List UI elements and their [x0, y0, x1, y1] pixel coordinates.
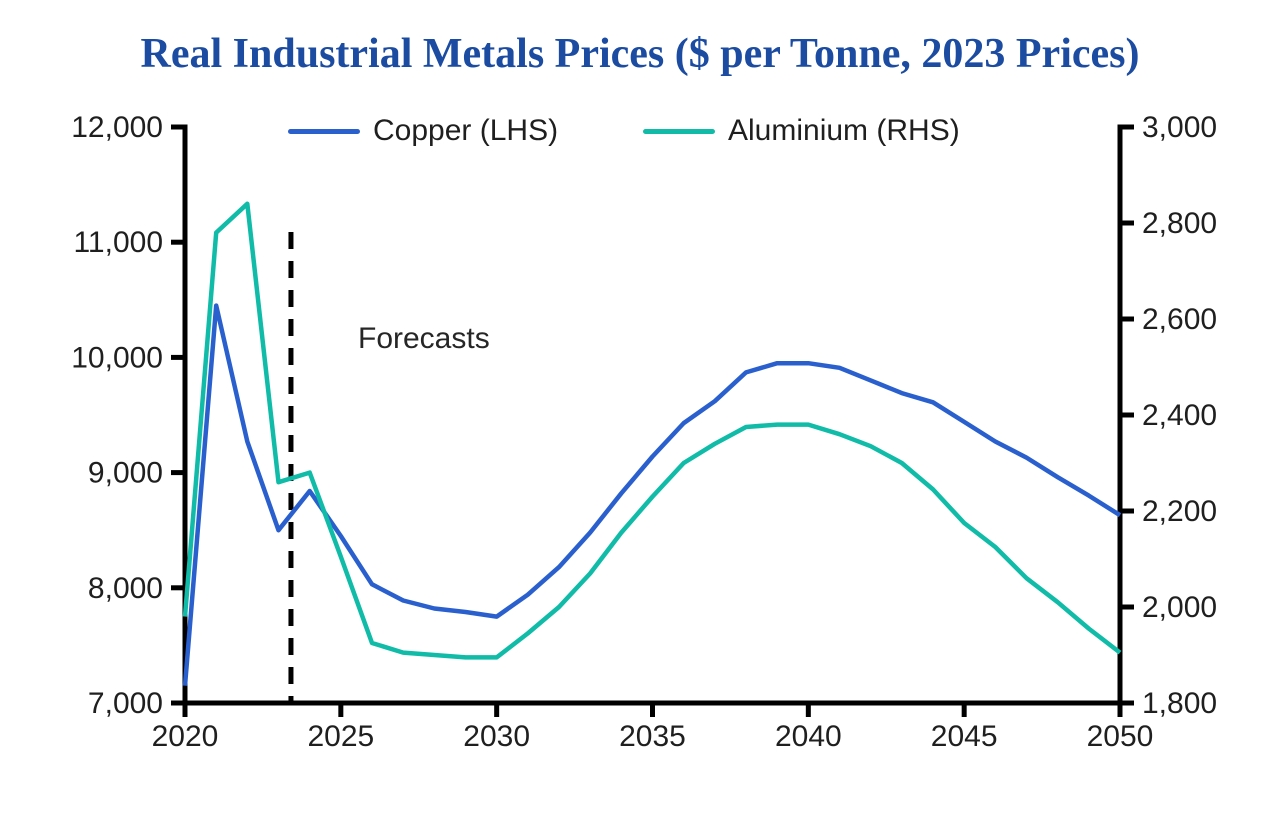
copper-legend-line-icon: [288, 128, 360, 134]
x-axis-tick-label: 2035: [619, 720, 686, 753]
x-axis-tick-label: 2040: [775, 720, 842, 753]
left-axis-tick-label: 9,000: [88, 457, 163, 490]
right-axis-tick-label: 1,800: [1142, 687, 1217, 720]
left-axis-tick-label: 12,000: [71, 111, 163, 144]
aluminium-line-series: [182, 201, 1122, 660]
aluminium-legend-line-icon: [643, 128, 715, 134]
right-axis-tick-label: 2,600: [1142, 303, 1217, 336]
legend-item-copper: Copper (LHS): [288, 114, 559, 147]
x-axis-tick-label: 2025: [307, 720, 374, 753]
right-axis-tick-label: 2,400: [1142, 399, 1217, 432]
left-axis-tick-label: 11,000: [73, 226, 163, 259]
x-axis-tick-label: 2020: [152, 720, 219, 753]
right-axis-tick-label: 3,000: [1142, 111, 1217, 144]
left-axis-tick-label: 10,000: [71, 341, 163, 374]
right-axis-tick-label: 2,000: [1142, 591, 1217, 624]
right-axis-tick-label: 2,200: [1142, 495, 1217, 528]
x-axis-tick-label: 2050: [1087, 720, 1154, 753]
left-axis-tick-label: 7,000: [88, 687, 163, 720]
copper-line-series: [182, 303, 1122, 686]
forecasts-annotation: Forecasts: [358, 322, 490, 355]
aluminium-legend-label: Aluminium (RHS): [728, 114, 960, 147]
legend-item-aluminium: Aluminium (RHS): [643, 114, 960, 147]
copper-legend-label: Copper (LHS): [373, 114, 559, 147]
x-axis-tick-label: 2045: [931, 720, 998, 753]
chart-title: Real Industrial Metals Prices ($ per Ton…: [140, 31, 1140, 77]
x-axis-tick-label: 2030: [463, 720, 530, 753]
right-axis-tick-label: 2,800: [1142, 207, 1217, 240]
left-axis-tick-label: 8,000: [88, 572, 163, 605]
